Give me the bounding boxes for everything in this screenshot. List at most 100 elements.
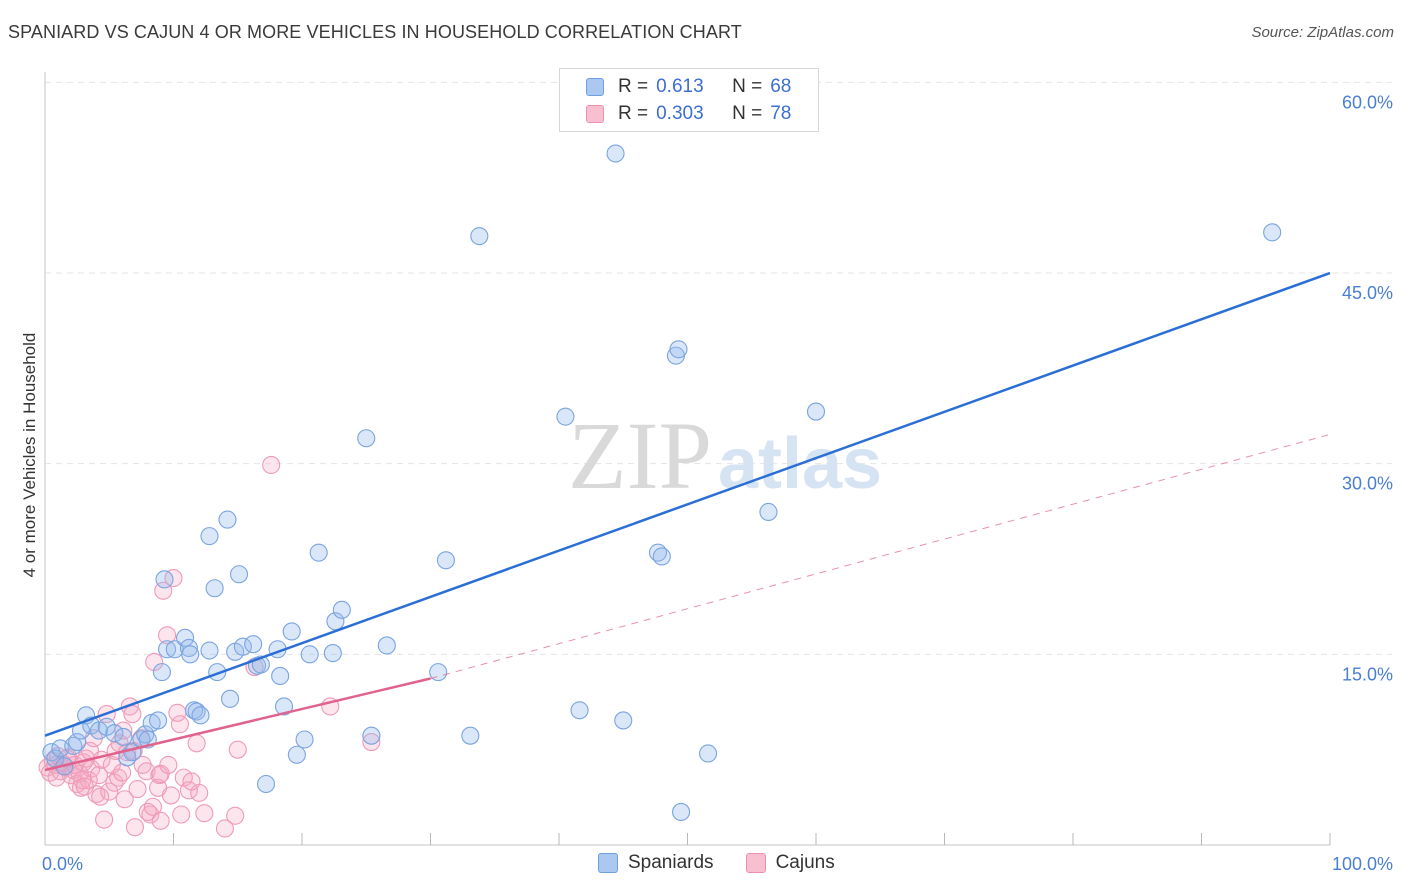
spaniards-point [377,636,396,655]
spaniards-point [669,340,688,359]
cajuns-point [89,766,109,785]
spaniards-point [570,701,589,720]
spaniards-point [1263,223,1282,242]
spaniards-legend-swatch [598,853,618,873]
cajuns-point [128,780,147,799]
spaniards-point [295,730,314,749]
spaniards-point [362,726,381,745]
spaniards-point [118,748,137,767]
cajuns-swatch [586,105,604,123]
cajuns-point [172,805,191,824]
legend-row-spaniards: R = 0.613 N = 68 [586,74,791,100]
spaniards-swatch [586,78,604,96]
legend-row-cajuns: R = 0.303 N = 78 [586,101,791,127]
spaniards-point [332,600,351,619]
spaniards-point [323,644,342,663]
cajuns-point [195,804,214,823]
cajuns-point [113,763,132,782]
cajuns-points [38,455,381,838]
y-tick-label: 30.0% [1342,474,1393,494]
watermark: ZIP atlas [568,402,882,509]
spaniards-point [114,727,133,747]
x-tick-label: 0.0% [42,854,83,874]
watermark-zip: ZIP [568,402,712,509]
spaniards-point [436,551,455,570]
cajuns-point [215,819,234,838]
y-tick-label: 45.0% [1342,283,1393,303]
cajuns-point [115,790,134,809]
cajuns-point [145,652,164,672]
cajuns-point [123,705,142,724]
spaniards-point [300,645,319,664]
cajuns-point [100,782,119,801]
cajuns-point [170,715,189,734]
y-tick-label: 15.0% [1342,664,1393,684]
spaniards-point [105,724,124,743]
spaniards-point [806,402,826,421]
cajuns-legend-label: Cajuns [775,852,835,873]
y-tick-label: 60.0% [1342,92,1393,112]
spaniards-r-value: 0.613 [656,76,704,97]
spaniards-legend-label: Spaniards [628,852,714,873]
cajuns-point [161,786,180,805]
cajuns-point [362,732,381,752]
cajuns-legend-swatch [745,853,766,873]
spaniards-point [179,638,198,658]
spaniards-point [176,628,195,647]
spaniards-point [152,663,171,682]
cajuns-point [138,802,157,822]
spaniards-point [271,666,290,685]
cajuns-point [75,777,94,796]
spaniards-point [287,745,306,764]
spaniards-point [672,802,691,822]
cajuns-point [151,811,170,830]
spaniards-point [191,706,210,725]
spaniards-n-value: 68 [770,76,792,97]
cajuns-point [95,810,114,829]
trend-lines [44,271,1331,772]
cajuns-point [143,797,162,816]
spaniards-point [556,407,575,426]
cajuns-point [226,806,245,825]
cajuns-point [154,581,173,600]
cajuns-point [228,740,247,759]
spaniards-point [470,227,489,246]
spaniards-point [606,144,625,163]
cajuns-point [150,766,169,785]
spaniards-point [218,510,237,529]
spaniards-point [158,640,177,659]
spaniards-point [200,527,219,546]
spaniards-point [699,744,718,763]
n-label: N = [732,103,763,124]
spaniards-point [282,622,301,641]
cajuns-r-value: 0.303 [656,103,704,124]
spaniards-point [614,711,633,730]
spaniards-point [233,637,252,656]
cajuns-point [158,626,177,645]
cajuns-point [262,455,281,474]
spaniards-point [205,579,224,598]
spaniards-point [759,502,778,522]
cajuns-point [187,734,206,753]
grid [45,81,1392,655]
r-label: R = [618,103,649,124]
cajuns-trend-line [44,677,431,772]
spaniards-point [149,711,168,730]
cajuns-point [182,772,201,791]
spaniards-point [68,732,87,752]
n-label: N = [732,76,763,97]
spaniards-point [429,663,448,682]
legend-item-cajuns[interactable]: Cajuns [745,852,835,874]
legend-item-spaniards[interactable]: Spaniards [598,852,714,874]
spaniards-point [181,645,200,664]
cajuns-point [125,818,144,837]
spaniards-point [155,570,174,589]
cajuns-n-value: 78 [770,103,792,124]
spaniards-point [244,635,263,654]
spaniards-point [274,697,294,716]
spaniards-point [220,689,240,708]
axes [44,72,1331,846]
spaniards-point [136,725,155,744]
spaniards-point [326,612,345,631]
